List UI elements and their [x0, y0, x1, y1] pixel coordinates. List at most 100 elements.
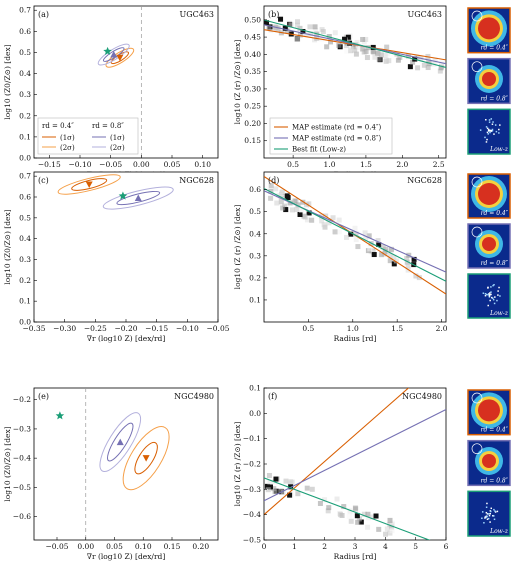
- x-tick-label: 6: [444, 542, 449, 551]
- x-tick-label: 0: [262, 542, 267, 551]
- data-pixel: [278, 199, 284, 205]
- y-tick-label: 0.50: [244, 15, 261, 24]
- data-pixel: [267, 484, 273, 490]
- fit-line-green: [264, 188, 446, 282]
- blob-core: [482, 72, 496, 86]
- data-pixel: [432, 57, 438, 63]
- data-pixel: [306, 210, 312, 216]
- data-pixel: [313, 27, 319, 33]
- x-tick-label: 2: [322, 542, 327, 551]
- data-pixel: [295, 202, 301, 208]
- data-pixel: [302, 214, 308, 220]
- best-fit-star: [118, 191, 128, 200]
- thumbnail-3: Low-z: [467, 490, 511, 537]
- x-tick-label: −0.35: [23, 324, 46, 333]
- x-tick-label: 5: [413, 542, 418, 551]
- data-pixel: [347, 509, 353, 515]
- y-tick-label: 0.4: [19, 69, 31, 78]
- blob-core: [482, 237, 496, 251]
- contour-orange-2sigma: [57, 174, 121, 195]
- x-axis-label: ∇r (log10 Z) [dex/rd]: [87, 552, 166, 561]
- speck: [496, 299, 498, 302]
- best-fit-star: [103, 46, 112, 55]
- data-pixel: [393, 258, 399, 264]
- data-pixel: [360, 46, 366, 52]
- posterior-panel: −0.05 0.00 0.05 0.10 0.15 0.20 −0.6 −0.5 −0.4 −0.…: [3, 387, 219, 561]
- beam-circle: [471, 392, 483, 404]
- data-pixel: [387, 252, 393, 258]
- data-pixel: [274, 27, 280, 33]
- data-pixel: [330, 215, 336, 221]
- speck: [490, 129, 493, 132]
- data-pixel: [278, 488, 284, 494]
- data-pixel: [405, 263, 411, 269]
- data-pixel: [295, 491, 301, 497]
- speck: [496, 510, 499, 513]
- y-axis-label: log10 (Z (r) /Z⊙) [dex]: [233, 205, 242, 290]
- y-tick-label: 0.2: [19, 276, 31, 285]
- posterior-panel: −0.15 −0.10 −0.05 0.00 0.05 0.10 0.0 0.1 0.2 0.3 0…: [3, 5, 219, 179]
- data-pixel: [280, 205, 286, 211]
- data-pixel: [288, 22, 294, 28]
- panel-label: (d): [268, 176, 279, 185]
- y-axis-label: log10 (Z0/Z⊙) [dex]: [3, 426, 12, 501]
- thumbnail-label: rd = 0.4″: [481, 427, 509, 434]
- data-pixel: [426, 59, 432, 65]
- data-pixel: [376, 526, 382, 532]
- speck: [486, 502, 488, 505]
- data-pixel: [397, 54, 403, 60]
- speck: [491, 123, 494, 125]
- data-pixel: [324, 44, 330, 50]
- x-tick-label: −0.10: [176, 324, 199, 333]
- data-pixel: [387, 517, 393, 523]
- speck: [486, 131, 489, 134]
- speck: [490, 507, 492, 510]
- axes-frame: [33, 171, 219, 323]
- speck: [487, 133, 489, 135]
- map-marker-orange: [142, 455, 150, 462]
- data-pixel: [303, 32, 309, 38]
- data-pixel: [363, 235, 369, 241]
- data-pixel: [355, 519, 361, 525]
- y-tick-label: −0.2: [243, 460, 261, 469]
- row-ngc4980: −0.05 0.00 0.05 0.10 0.15 0.20−0.6−0.5−0.4−0.…: [3, 384, 511, 561]
- speck: [479, 129, 482, 131]
- data-pixel: [309, 486, 315, 492]
- data-pixel: [354, 39, 360, 45]
- data-pixel: [376, 241, 382, 247]
- data-pixel: [365, 524, 371, 530]
- legend-text: MAP estimate (rd = 0.4″): [292, 124, 382, 132]
- y-tick-label: 0.1: [19, 297, 31, 306]
- y-tick-label: 0.3: [249, 251, 261, 260]
- speck: [495, 130, 498, 133]
- speck: [484, 136, 486, 139]
- speck: [494, 296, 496, 298]
- y-tick-label: −0.5: [243, 536, 261, 545]
- thumbnails: rd = 0.4″ rd = 0.8″ Low-z: [467, 173, 511, 319]
- thumbnail-label: rd = 0.4″: [481, 45, 509, 52]
- speck: [486, 127, 489, 130]
- data-pixel: [268, 195, 274, 201]
- speck: [499, 295, 501, 297]
- data-pixel: [321, 222, 327, 228]
- y-tick-label: 0.1: [19, 132, 31, 141]
- blob-core: [478, 17, 500, 40]
- fit-line-orange: [264, 388, 410, 516]
- data-pixel: [297, 212, 303, 218]
- data-pixel: [391, 254, 397, 260]
- speck: [482, 292, 485, 294]
- legend-text: Best fit (Low-z): [292, 146, 346, 154]
- data-pixel: [384, 526, 390, 532]
- y-tick-label: 0.20: [244, 119, 261, 128]
- speck: [488, 119, 491, 121]
- data-pixel: [388, 247, 394, 253]
- contour-legend: rd = 0.4″ rd = 0.8″ (1σ) (2σ) (1σ) (2σ): [37, 117, 139, 155]
- speck: [493, 302, 496, 305]
- data-pixel: [358, 519, 364, 525]
- data-pixel: [353, 231, 359, 237]
- data-pixel: [362, 230, 368, 236]
- data-pixel: [320, 29, 326, 35]
- data-pixel: [304, 202, 310, 208]
- thumbnail-label: Low-z: [489, 528, 509, 535]
- y-tick-label: 0.35: [244, 67, 261, 76]
